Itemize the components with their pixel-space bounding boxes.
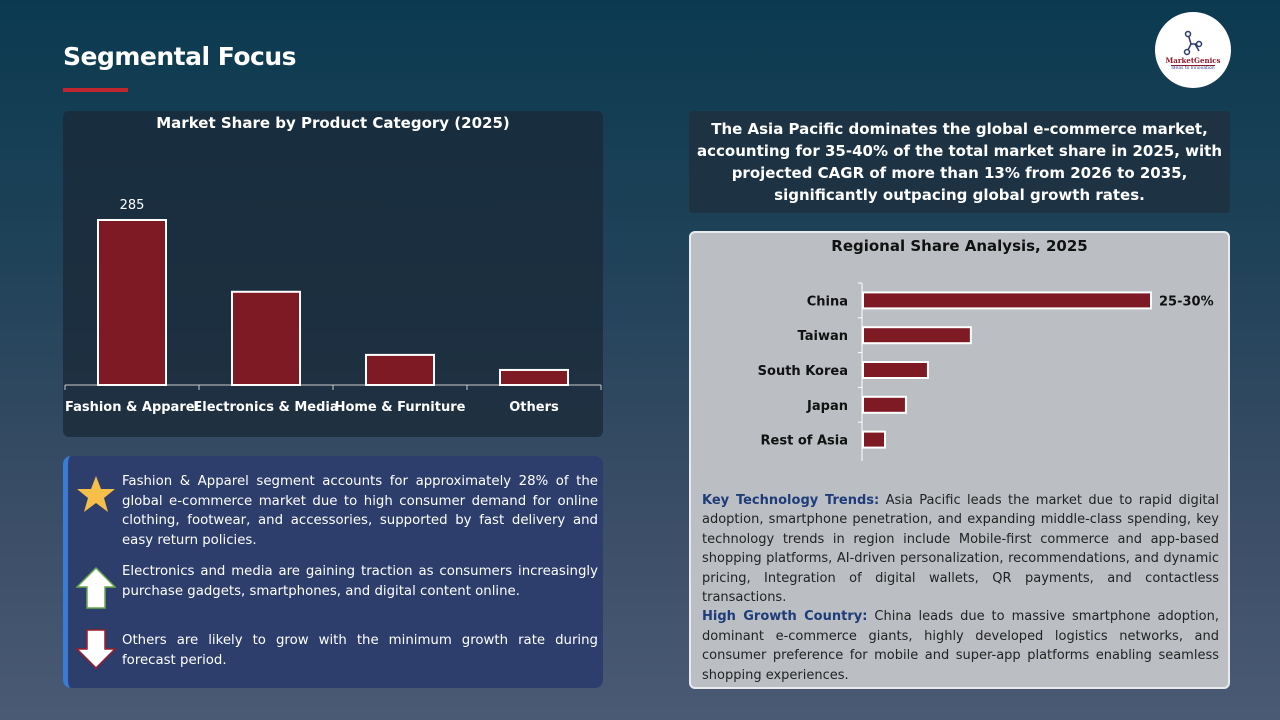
insight-electronics: Electronics and media are gaining tracti… [122, 564, 598, 599]
bar-rest-of-asia [862, 430, 886, 449]
title-underline [63, 88, 128, 92]
insight-fashion: Fashion & Apparel segment accounts for a… [122, 474, 598, 548]
logo-tagline: Ideas to Innovation [1171, 64, 1215, 71]
category-label: Japan [806, 399, 848, 414]
logo-name: MarketGenics [1165, 55, 1221, 65]
arrow-up-icon [76, 567, 116, 609]
data-label: 25-30% [1159, 294, 1214, 309]
bar-others [499, 368, 569, 386]
data-label: 285 [120, 198, 145, 213]
molecule-icon [1183, 30, 1203, 55]
arrow-down-icon [76, 629, 116, 669]
page-title: Segmental Focus [63, 42, 297, 71]
insights-panel: Fashion & Apparel segment accounts for a… [63, 456, 603, 688]
category-label: Rest of Asia [761, 434, 848, 449]
growth-country-text: China leads due to massive smartphone ad… [702, 609, 1219, 683]
insight-others: Others are likely to grow with the minim… [122, 633, 598, 668]
tech-trends-label: Key Technology Trends: [702, 493, 880, 508]
regional-share-panel: Regional Share Analysis, 2025 China 25-30… [689, 231, 1230, 689]
bar-china [862, 291, 1152, 310]
bar-electronics-media [231, 290, 301, 386]
category-label: China [807, 294, 848, 309]
trends-text: Key Technology Trends: Asia Pacific lead… [702, 491, 1219, 685]
star-icon [77, 476, 115, 512]
regional-share-chart: China 25-30% Taiwan South Korea Japan Rest of… [758, 282, 1214, 461]
category-label: Fashion & Apparel [65, 400, 199, 415]
category-label: Others [509, 400, 559, 415]
category-label: Electronics & Media [193, 400, 338, 415]
bar-taiwan [862, 326, 972, 345]
company-logo: MarketGenics Ideas to Innovation [1155, 12, 1231, 88]
growth-country-label: High Growth Country: [702, 609, 868, 625]
summary-box: The Asia Pacific dominates the global e-… [689, 111, 1230, 213]
chart-title: Market Share by Product Category (2025) [156, 114, 510, 132]
bar-home-furniture [365, 353, 435, 386]
bar-japan [862, 395, 907, 414]
tech-trends-text: Asia Pacific leads the market due to rap… [702, 493, 1219, 606]
product-category-chart-panel: Market Share by Product Category (2025) … [63, 111, 603, 437]
chart-title: Regional Share Analysis, 2025 [831, 237, 1088, 255]
category-label: Taiwan [798, 329, 848, 344]
category-label: South Korea [758, 364, 848, 379]
bar-fashion-apparel [97, 219, 167, 386]
category-label: Home & Furniture [335, 400, 466, 415]
bar-south-korea [862, 361, 929, 379]
